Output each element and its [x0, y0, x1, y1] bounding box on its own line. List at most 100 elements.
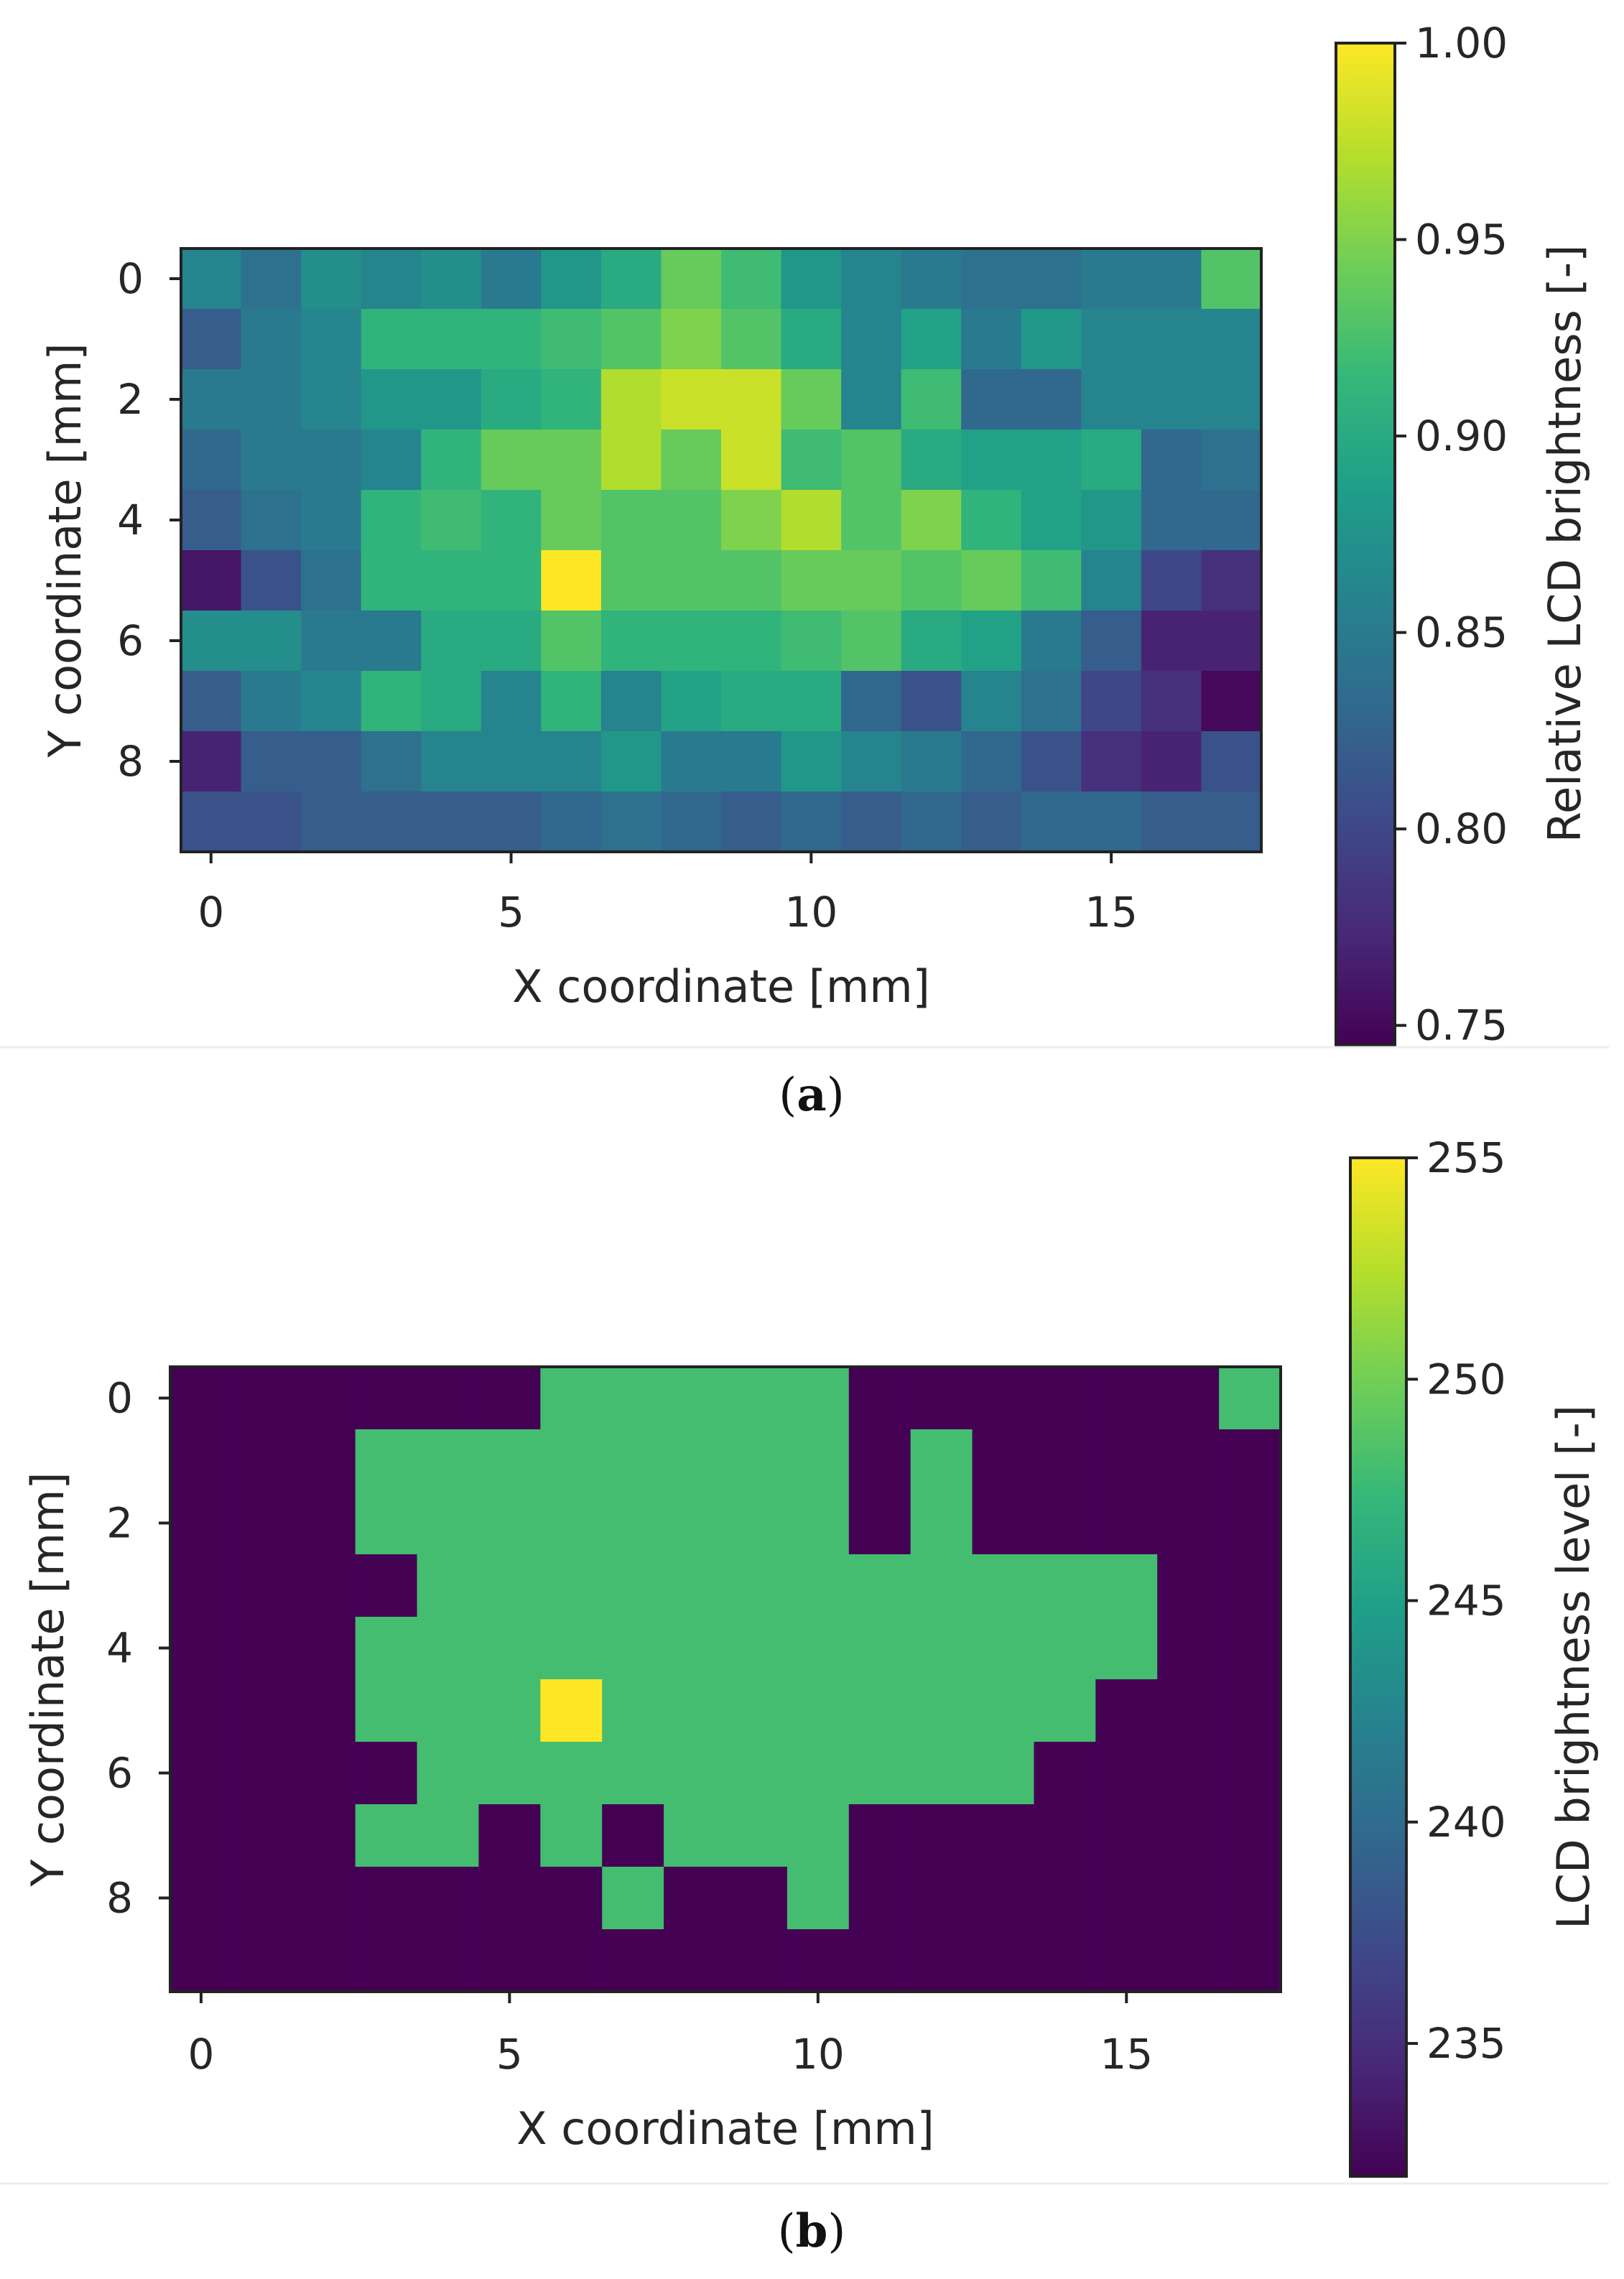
colorbar-tick-label: 235 [1426, 2019, 1506, 2068]
heatmap-cell [481, 249, 542, 310]
heatmap-cell [1095, 1492, 1158, 1555]
colorbar-tick-label: 240 [1426, 1798, 1506, 1847]
heatmap-cell [301, 611, 362, 672]
x-tick-label: 0 [187, 2030, 214, 2079]
heatmap-cell [661, 249, 722, 310]
heatmap-cell [1141, 369, 1202, 430]
heatmap-cell [181, 611, 242, 672]
heatmap-cell [1201, 490, 1262, 551]
heatmap-cell [841, 671, 902, 732]
heatmap-cell [1081, 430, 1142, 491]
heatmap-cell [541, 430, 602, 491]
heatmap-cell [231, 1742, 294, 1805]
heatmap-cell [664, 1742, 726, 1805]
heatmap-b-xticks: 0 5 10 15 [187, 1992, 1153, 2079]
heatmap-cell [421, 490, 482, 551]
heatmap-cell [781, 792, 842, 853]
heatmap-cell [361, 249, 422, 310]
heatmap-cell [481, 671, 542, 732]
heatmap-cell [1141, 490, 1202, 551]
heatmap-cell [1141, 550, 1202, 611]
heatmap-cell [540, 1492, 603, 1555]
heatmap-cell [361, 792, 422, 853]
heatmap-cell [1141, 731, 1202, 792]
heatmap-cell [1219, 1742, 1281, 1805]
heatmap-cell [961, 731, 1022, 792]
heatmap-cell [241, 490, 302, 551]
heatmap-cell [661, 731, 722, 792]
heatmap-cell [961, 309, 1022, 370]
heatmap-cell [421, 309, 482, 370]
heatmap-cell [355, 1679, 418, 1742]
heatmap-cell [1034, 1867, 1096, 1930]
heatmap-cell [781, 490, 842, 551]
heatmap-cell [848, 1804, 911, 1867]
heatmap-cell [1157, 1617, 1220, 1680]
heatmap-cell [417, 1804, 480, 1867]
heatmap-cell [841, 731, 902, 792]
heatmap-cell [541, 490, 602, 551]
heatmap-cell [481, 611, 542, 672]
heatmap-cell [170, 1554, 233, 1617]
heatmap-cell [301, 731, 362, 792]
heatmap-cell [602, 1742, 664, 1805]
heatmap-a-ylabel: Y coordinate [mm] [39, 343, 91, 758]
heatmap-cell [1141, 249, 1202, 310]
heatmap-cell [787, 1492, 850, 1555]
heatmap-cell [1157, 1554, 1220, 1617]
heatmap-cell [1081, 671, 1142, 732]
heatmap-cell [602, 1492, 664, 1555]
colorbar-tick-label: 0.90 [1415, 412, 1508, 460]
heatmap-cell [961, 369, 1022, 430]
colorbar-tick-label: 0.80 [1415, 804, 1508, 853]
heatmap-b-xlabel: X coordinate [mm] [516, 2102, 934, 2155]
heatmap-cell [361, 611, 422, 672]
heatmap-cell [781, 430, 842, 491]
heatmap-cell [910, 1742, 973, 1805]
heatmap-cell [1157, 1429, 1220, 1493]
heatmap-cell [301, 430, 362, 491]
heatmap-cell [725, 1679, 788, 1742]
heatmap-cell [841, 430, 902, 491]
heatmap-cell [1021, 550, 1082, 611]
heatmap-cell [170, 1679, 233, 1742]
heatmap-cell [417, 1429, 480, 1493]
heatmap-cell [541, 792, 602, 853]
colorbar-tick-label: 255 [1426, 1133, 1506, 1182]
heatmap-cell [293, 1929, 356, 1992]
heatmap-cell [848, 1617, 911, 1680]
heatmap-cell [901, 490, 962, 551]
colorbar-b-gradient [1349, 1156, 1408, 2178]
heatmap-cell [540, 1617, 603, 1680]
heatmap-b-yticks: 0 2 4 6 8 [106, 1374, 170, 1923]
heatmap-cell [1219, 1867, 1281, 1930]
colorbar-a-gradient [1335, 42, 1396, 1046]
heatmap-cell [600, 430, 662, 491]
heatmap-cell [910, 1429, 973, 1493]
heatmap-cell [725, 1617, 788, 1680]
heatmap-cell [170, 1367, 233, 1430]
heatmap-cell [540, 1554, 603, 1617]
heatmap-cell [481, 309, 542, 370]
heatmap-b-cells [170, 1367, 1281, 1992]
y-tick-label: 8 [117, 737, 144, 786]
heatmap-cell [961, 671, 1022, 732]
heatmap-cell [181, 731, 242, 792]
x-tick-label: 10 [792, 2030, 845, 2079]
heatmap-cell [787, 1367, 850, 1430]
heatmap-cell [355, 1617, 418, 1680]
heatmap-a-yticks: 0 2 4 6 8 [117, 254, 181, 786]
heatmap-cell [540, 1867, 603, 1930]
heatmap-cell [1219, 1617, 1281, 1680]
heatmap-cell [848, 1367, 911, 1430]
heatmap-cell [170, 1742, 233, 1805]
heatmap-cell [361, 490, 422, 551]
heatmap-cell [841, 249, 902, 310]
heatmap-cell [181, 369, 242, 430]
heatmap-cell [901, 369, 962, 430]
heatmap-cell [781, 369, 842, 430]
heatmap-cell [721, 309, 782, 370]
heatmap-cell [602, 1367, 664, 1430]
heatmap-cell [910, 1804, 973, 1867]
heatmap-cell [781, 249, 842, 310]
